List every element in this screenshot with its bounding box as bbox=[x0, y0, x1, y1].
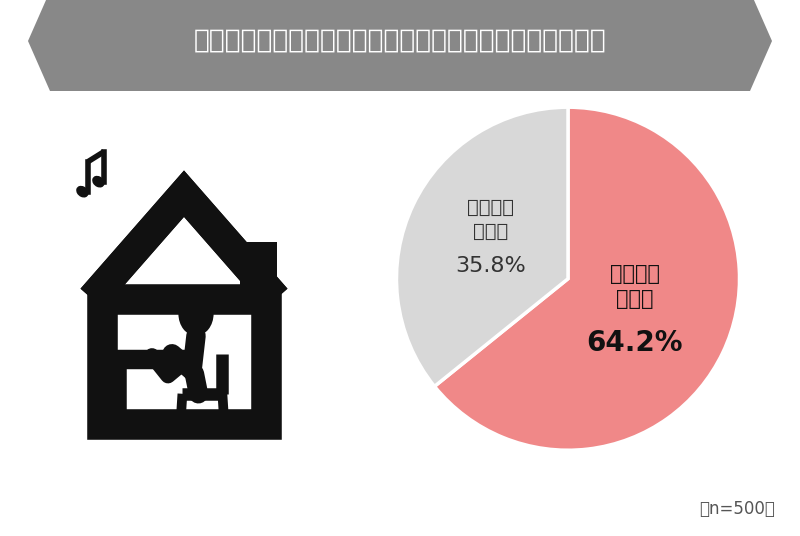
Text: 64.2%: 64.2% bbox=[586, 329, 683, 357]
Text: オフィスワークとリモートワーク、仕事効率が良いのは？: オフィスワークとリモートワーク、仕事効率が良いのは？ bbox=[194, 28, 606, 54]
Text: （n=500）: （n=500） bbox=[699, 500, 775, 518]
Polygon shape bbox=[92, 193, 276, 299]
Text: 35.8%: 35.8% bbox=[455, 256, 526, 276]
Wedge shape bbox=[434, 107, 739, 450]
Text: オフィス
ワーク: オフィス ワーク bbox=[467, 198, 514, 241]
Text: リモート
ワーク: リモート ワーク bbox=[610, 264, 660, 309]
Ellipse shape bbox=[76, 186, 89, 198]
Bar bbox=[240, 254, 264, 294]
Circle shape bbox=[178, 292, 214, 336]
Wedge shape bbox=[397, 107, 568, 386]
Polygon shape bbox=[28, 0, 772, 91]
Ellipse shape bbox=[92, 176, 105, 188]
